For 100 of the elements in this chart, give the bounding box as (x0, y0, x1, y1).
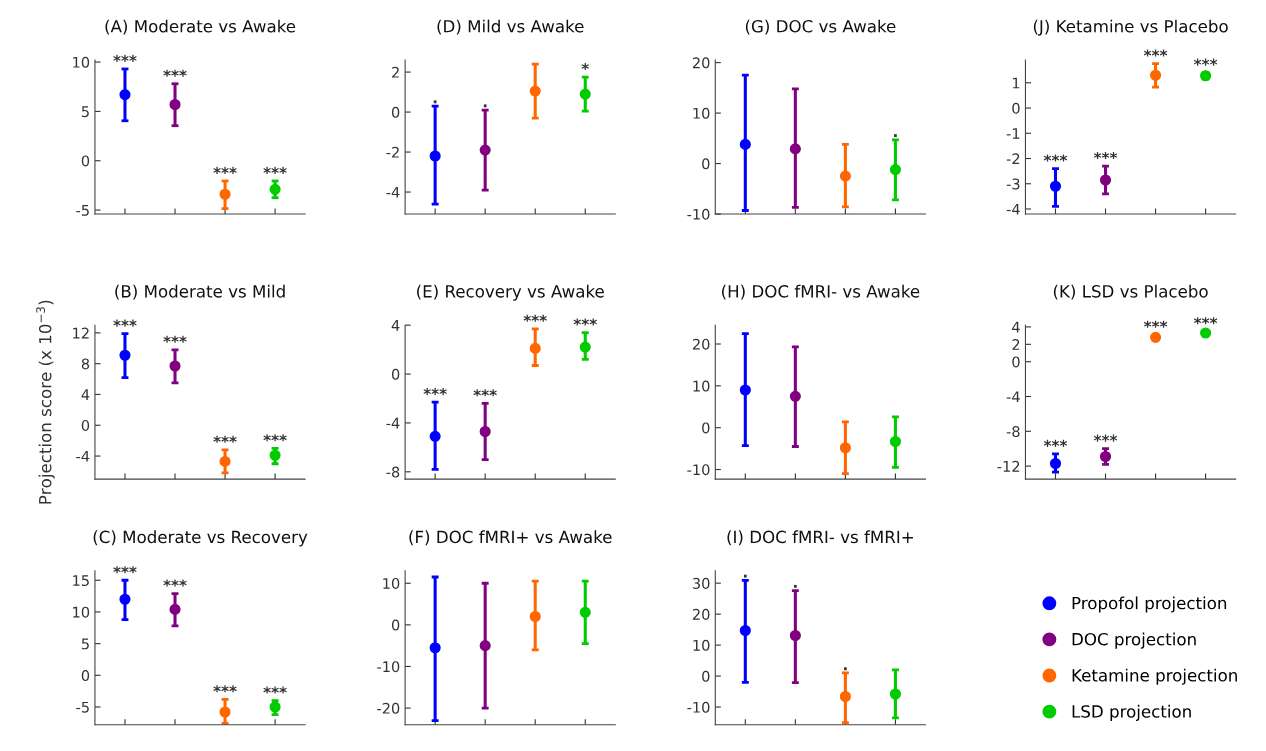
y-axis-title: Projection score (x 10$^{−3}$) (36, 300, 55, 504)
data-label: . (894, 134, 897, 138)
y-tick-label: 0 (391, 368, 400, 380)
y-tick-label: 1 (1012, 77, 1020, 89)
data-label: * (581, 62, 589, 71)
data-label: *** (1193, 58, 1218, 66)
legend-label: Propofol projection (1072, 596, 1227, 613)
point (739, 624, 751, 637)
data-label: *** (163, 579, 187, 587)
y-tick-label: 20 (692, 338, 710, 350)
y-tick-label: -20 (377, 702, 400, 714)
point (839, 170, 851, 182)
point (119, 89, 131, 101)
y-tick-label: 10 (693, 639, 710, 651)
y-tick-label: 15 (73, 575, 89, 587)
point (579, 606, 591, 618)
y-tick-label: 0 (81, 155, 90, 167)
legend-label: DOC projection (1072, 632, 1196, 649)
y-tick-label: 0 (391, 106, 400, 118)
point (579, 88, 591, 100)
y-tick-label: -4 (76, 450, 90, 462)
data-label: *** (213, 685, 237, 693)
data-label: *** (473, 389, 497, 397)
y-tick-label: 4 (391, 320, 400, 331)
y-tick-label: -4 (1006, 391, 1020, 403)
y-tick-label: -1 (1006, 128, 1020, 139)
y-tick-label: -4 (386, 417, 400, 429)
y-tick-label: 2 (1012, 339, 1020, 350)
y-tick-label: 2 (392, 66, 399, 78)
y-tick-label: -2 (386, 146, 399, 158)
y-tick-label: 20 (692, 608, 710, 620)
legend-label: LSD projection (1072, 704, 1191, 721)
chart-title: (H) DOC fMRI- vs Awake (722, 284, 920, 300)
data-label: *** (1043, 154, 1068, 162)
y-tick-label: -5 (76, 205, 89, 216)
y-tick-label: -10 (377, 661, 400, 673)
point (219, 455, 231, 467)
y-tick-label: 0 (1012, 356, 1020, 368)
point (479, 144, 491, 156)
point (429, 430, 441, 442)
data-label: *** (213, 435, 237, 443)
point (1150, 69, 1162, 81)
chart-title: (E) Recovery vs Awake (417, 284, 604, 301)
data-label: . (743, 574, 747, 578)
data-label: *** (1093, 434, 1118, 442)
y-tick-label: -8 (1006, 426, 1020, 438)
point (789, 390, 801, 402)
point (479, 640, 491, 652)
y-tick-label: -8 (386, 466, 400, 478)
point (789, 143, 801, 155)
y-tick-label: 10 (383, 577, 400, 589)
chart-title: (F) DOC fMRI+ vs Awake (409, 530, 612, 546)
y-tick-label: 0 (81, 670, 90, 682)
point (1200, 327, 1212, 339)
y-tick-label: 20 (692, 57, 710, 69)
point (789, 629, 801, 642)
y-tick-label: 10 (693, 380, 710, 392)
data-label: *** (163, 69, 187, 77)
point (479, 425, 491, 438)
data-label: *** (263, 166, 287, 174)
data-label: *** (163, 335, 187, 343)
point (429, 150, 441, 162)
point (169, 98, 181, 111)
y-tick-label: -10 (687, 464, 710, 476)
chart-title: (B) Moderate vs Mild (115, 284, 285, 300)
data-label: *** (263, 686, 287, 694)
data-label: *** (1143, 320, 1168, 328)
y-tick-label: -10 (687, 701, 710, 713)
data-label: . (844, 667, 847, 671)
data-label: *** (1043, 439, 1068, 447)
y-tick-label: 0 (391, 619, 400, 631)
point (1049, 180, 1062, 192)
point (1099, 174, 1112, 186)
y-tick-label: -3 (1006, 178, 1020, 190)
data-label: *** (1193, 317, 1218, 325)
point (429, 642, 441, 654)
y-tick-label: 5 (81, 106, 89, 118)
y-tick-label: 5 (81, 638, 89, 650)
y-tick-label: 4 (81, 389, 90, 400)
point (169, 603, 181, 615)
point (889, 164, 901, 176)
point (739, 384, 751, 396)
y-tick-label: 12 (73, 327, 89, 339)
point (739, 138, 751, 150)
data-label: . (433, 100, 437, 104)
chart-title: (G) DOC vs Awake (745, 19, 896, 35)
data-label: *** (113, 54, 137, 62)
y-tick-label: 10 (73, 606, 90, 618)
y-tick-label: 0 (1012, 102, 1020, 114)
legend-label: Ketamine projection (1072, 668, 1237, 685)
y-tick-label: -10 (687, 208, 710, 220)
point (839, 690, 851, 703)
y-tick-label: -12 (997, 460, 1020, 472)
y-tick-label: 8 (81, 358, 90, 370)
data-label: *** (1093, 151, 1118, 160)
y-tick-label: 30 (692, 577, 710, 589)
y-tick-label: 10 (73, 56, 90, 68)
data-label: . (483, 104, 487, 108)
point (889, 688, 901, 700)
y-tick-label: -4 (386, 186, 400, 198)
